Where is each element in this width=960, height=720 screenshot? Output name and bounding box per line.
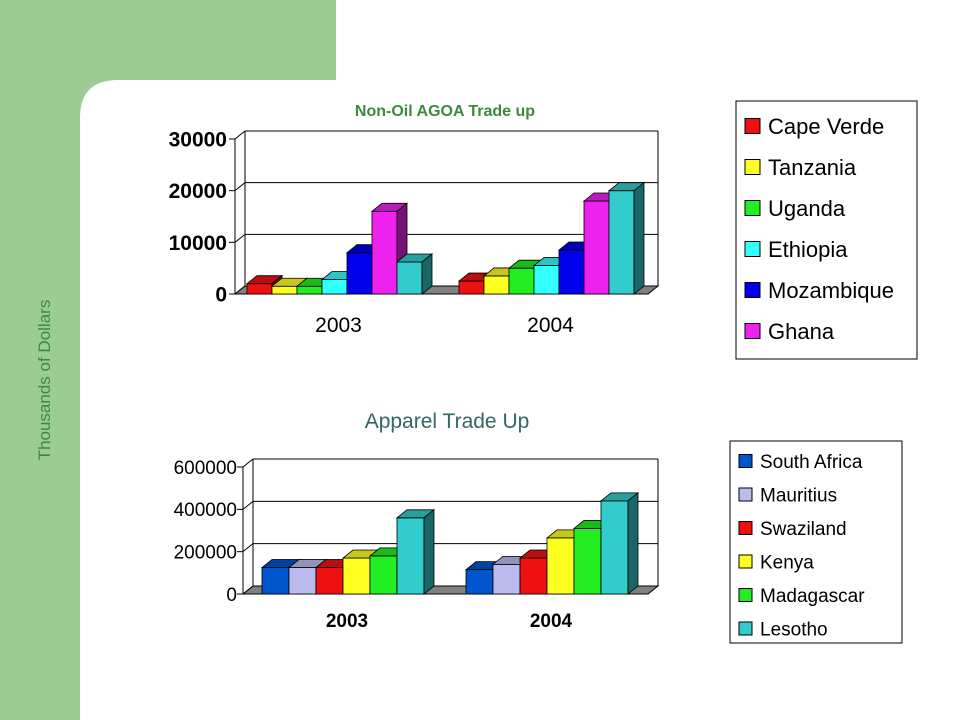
bar-front [342,557,371,595]
bar-front [261,567,290,595]
legend-swatch [744,241,761,257]
bar-front [288,567,317,595]
legend-label: Ethiopia [768,237,848,262]
bar-front [492,563,521,595]
bar-front [508,267,535,295]
x-category-label: 2004 [527,314,574,337]
bar-front [315,567,344,595]
y-tick-label: 600000 [174,458,237,479]
bar-front [458,280,485,295]
legend-swatch [738,621,753,636]
legend-label: Tanzania [768,155,857,180]
y-tick-label: 200000 [174,543,237,564]
side-wall-gridline [234,182,246,192]
bar-front [558,249,585,295]
bar-front [546,537,575,595]
legend-swatch [738,588,753,602]
bar-front [533,265,560,295]
legend-label: Cape Verde [768,114,884,139]
legend-label: Ghana [768,319,835,344]
bar [607,181,646,295]
legend-label: Mauritius [760,485,837,506]
bar-front [519,557,548,595]
bar-front [371,210,398,295]
bar-front [346,252,373,295]
bar-side [627,492,639,595]
x-category-label: 2003 [326,611,368,632]
bar-side [421,253,433,295]
y-tick-label: 30000 [169,129,227,152]
bar-side [633,181,645,295]
bar-front [296,285,323,295]
side-axis-label: Thousands of Dollars [35,300,54,461]
legend-label: Madagascar [760,586,865,607]
chart-title: Non-Oil AGOA Trade up [355,103,535,120]
side-wall-gridline [234,130,246,140]
bar-front [369,555,398,595]
y-tick-label: 0 [226,585,237,606]
legend-swatch [744,159,761,175]
bar [599,492,640,595]
legend-swatch [744,200,761,216]
bar-front [465,569,494,595]
side-wall-gridline [242,543,254,553]
chart-legend: South Africa Mauritius Swaziland Kenya Madag… [729,440,903,644]
y-tick-label: 10000 [169,232,227,255]
x-category-label: 2004 [530,611,573,632]
legend-swatch [744,323,761,339]
apparel-trade-chart: Apparel Trade Up 0 200000 400000 600000 2003 2… [174,410,903,644]
y-tick-label: 0 [215,284,227,307]
side-wall-gridline [242,458,254,468]
bar-front [396,261,423,295]
legend-swatch [744,118,761,134]
legend-swatch [738,554,753,569]
legend-label: Kenya [760,552,814,573]
legend-label: South Africa [760,452,863,473]
non-oil-trade-chart: Non-Oil AGOA Trade up 0 10000 20000 30000 200… [169,100,918,360]
legend-box [735,100,918,360]
bar-front [246,283,273,295]
bar-side [423,508,435,595]
chart-title: Apparel Trade Up [365,410,530,433]
y-tick-label: 20000 [169,180,227,203]
bar-front [583,200,610,295]
side-wall-gridline [234,233,246,243]
legend-swatch [738,521,753,535]
bar-front [600,500,629,595]
bar [395,253,434,295]
chart-legend: Cape Verde Tanzania Uganda Ethiopia Mozambiq… [735,100,918,360]
x-category-label: 2003 [315,314,362,337]
legend-swatch [738,487,753,502]
y-tick-label: 400000 [174,500,237,521]
bar-front [321,279,348,295]
legend-label: Lesotho [760,619,828,640]
legend-box [729,440,903,644]
legend-swatch [744,282,761,298]
bar-front [271,285,298,295]
bar-front [396,517,425,595]
side-wall-gridline [242,500,254,510]
legend-label: Swaziland [760,519,847,540]
legend-label: Mozambique [768,278,894,303]
bar-front [608,190,635,295]
bar-front [573,527,602,595]
legend-swatch [738,454,753,468]
bar [395,508,436,595]
legend-label: Uganda [768,196,846,221]
bar-front [483,275,510,295]
